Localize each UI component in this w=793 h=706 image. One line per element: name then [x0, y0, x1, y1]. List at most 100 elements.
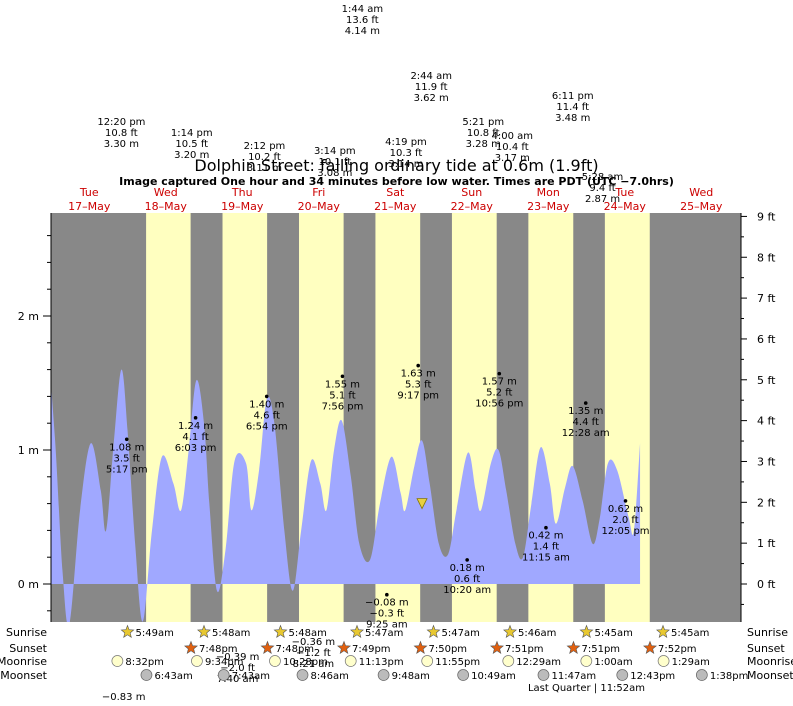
tide-extreme-label: 10:56 pm: [475, 399, 523, 410]
moonset-icon: [616, 669, 629, 681]
left-tick-label: 1 m: [18, 444, 39, 457]
offchart-high-label: 5:28 am: [582, 172, 624, 183]
offchart-high-label: 3.30 m: [104, 139, 139, 150]
moonset-icon: [695, 669, 708, 681]
sunrise-icon: [273, 624, 288, 638]
chart-title: Dolphin Street: falling ordinary tide at…: [194, 156, 599, 175]
tide-extreme-label: 1.40 m: [249, 399, 284, 410]
sunrise-time: 5:46am: [518, 628, 556, 639]
tide-extreme-label: 5:17 pm: [106, 464, 148, 475]
sunset-time: 7:50pm: [428, 644, 467, 655]
moonset-time: 9:48am: [392, 671, 430, 682]
tide-area: [51, 369, 641, 622]
moonrise-time: 11:55pm: [435, 657, 480, 668]
moonrise-time: 9:34pm: [205, 657, 244, 668]
tide-extreme-label: 4.4 ft: [573, 417, 599, 428]
almanac-row-label-left: Moonset: [0, 669, 47, 682]
tide-extreme-label: 9:25 am: [366, 620, 408, 631]
day-date-label: 21–May: [374, 200, 417, 213]
tide-extreme-label: 12:05 pm: [601, 526, 649, 537]
sunrise-time: 5:47am: [365, 628, 403, 639]
offchart-high-label: 1:44 am: [342, 4, 384, 15]
right-tick-label: 7 ft: [757, 292, 776, 305]
tide-labels: 1.08 m3.5 ft5:17 pm 1.24 m4.1 ft6:03 pm 1.…: [97, 4, 649, 703]
moonrise-time: 11:13pm: [359, 657, 404, 668]
moonrise-icon: [191, 655, 203, 667]
moonrise-time: 12:29am: [516, 657, 561, 668]
sunrise-icon: [426, 624, 441, 638]
almanac-row-label-right: Sunset: [747, 642, 785, 655]
almanac-row-label-left: Sunrise: [6, 626, 47, 639]
sunset-time: 7:51pm: [505, 644, 544, 655]
offchart-high-label: 12:20 pm: [97, 117, 145, 128]
day-weekday-label: Mon: [537, 186, 560, 199]
offchart-high-label: 3.62 m: [414, 93, 449, 104]
left-tick-label: 0 m: [18, 578, 39, 591]
day-weekday-label: Thu: [231, 186, 253, 199]
sunrise-icon: [579, 624, 594, 638]
offchart-high-label: 3.48 m: [555, 113, 590, 124]
tide-curve: [51, 369, 641, 622]
sunrise-time: 5:48am: [212, 628, 250, 639]
sunrise-time: 5:47am: [442, 628, 480, 639]
right-tick-label: 6 ft: [757, 333, 776, 346]
offchart-low-label: −0.83 m: [102, 692, 146, 703]
moonrise-icon: [580, 655, 593, 667]
tide-extreme-dot: [497, 371, 502, 376]
right-tick-label: 1 ft: [757, 537, 776, 550]
tide-extreme-label: 1.55 m: [325, 379, 360, 390]
offchart-high-label: 3.17 m: [495, 153, 530, 164]
tide-extreme-dot: [623, 499, 628, 503]
offchart-low-label: −0.36 m: [292, 637, 336, 648]
day-date-label: 17–May: [68, 200, 111, 213]
tide-extreme-dot: [583, 401, 588, 405]
right-tick-label: 3 ft: [757, 455, 776, 468]
tide-extreme-label: 0.62 m: [608, 504, 643, 515]
tide-extreme-label: 0.18 m: [450, 563, 485, 574]
offchart-low-label: −0.39 m: [216, 652, 260, 663]
tide-extreme-label: 1.08 m: [109, 442, 144, 453]
almanac-row-label-left: Moonrise: [0, 655, 47, 668]
sunset-icon: [490, 640, 504, 654]
moon-phase-label: Last Quarter | 11:52am: [528, 683, 645, 694]
day-weekday-label: Sat: [386, 186, 405, 199]
moonset-icon: [296, 669, 309, 681]
sunset-icon: [643, 640, 657, 654]
moonrise-icon: [344, 655, 357, 667]
day-date-label: 22–May: [451, 200, 494, 213]
offchart-high-label: 5:21 pm: [462, 117, 504, 128]
tide-extreme-dot: [264, 394, 269, 399]
offchart-high-label: 4:19 pm: [385, 137, 427, 148]
moonset-time: 7:43am: [232, 671, 270, 682]
tide-extreme-label: 6:03 pm: [175, 443, 217, 454]
sunset-time: 7:51pm: [581, 644, 620, 655]
offchart-high-label: 4:00 am: [492, 131, 534, 142]
offchart-high-label: 10.2 ft: [248, 152, 281, 163]
tide-extreme-label: 1.24 m: [178, 421, 213, 432]
right-tick-label: 5 ft: [757, 374, 776, 387]
tide-extreme-label: 12:28 am: [562, 428, 610, 439]
sunrise-icon: [656, 624, 670, 638]
sunset-icon: [337, 640, 351, 654]
offchart-high-label: 2.87 m: [585, 194, 620, 205]
offchart-high-label: 2:44 am: [410, 71, 452, 82]
moonrise-time: 8:32pm: [125, 657, 164, 668]
chart-subtitle: Image captured One hour and 34 minutes b…: [119, 175, 674, 188]
day-labels: Tue17–MayWed18–MayThu19–MayFri20–MaySat2…: [68, 186, 723, 213]
moonrise-time: 1:29am: [672, 657, 710, 668]
sunset-icon: [413, 640, 428, 654]
day-weekday-label: Fri: [312, 186, 325, 199]
moonset-icon: [537, 669, 550, 681]
almanac-row-label-right: Moonset: [747, 669, 793, 682]
moonrise-icon: [502, 655, 515, 667]
moonrise-time: 10:28pm: [283, 657, 328, 668]
sunset-icon: [184, 640, 198, 654]
sunrise-time: 5:48am: [289, 628, 327, 639]
moonset-time: 10:49am: [471, 671, 516, 682]
tide-extreme-label: 5.3 ft: [405, 380, 431, 391]
right-tick-label: 4 ft: [757, 415, 776, 428]
tide-extreme-label: 3.5 ft: [114, 453, 140, 464]
day-date-label: 18–May: [145, 200, 188, 213]
tide-extreme-label: 5.1 ft: [329, 390, 355, 401]
tide-extreme-label: 4.1 ft: [182, 432, 208, 443]
